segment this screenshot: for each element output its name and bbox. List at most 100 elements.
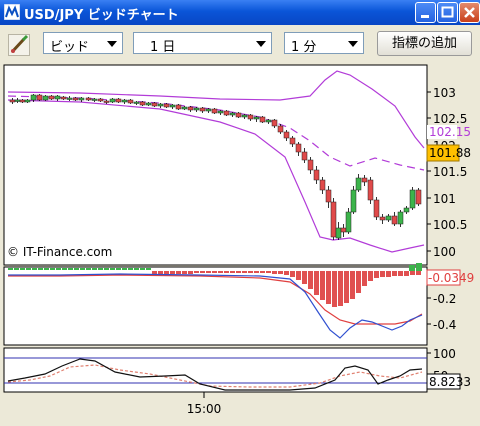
candle-body [397, 211, 404, 225]
candle-body [36, 94, 43, 101]
macd-histogram-bar [398, 271, 403, 276]
candle-body [247, 114, 254, 120]
macd-histogram-bar [320, 271, 325, 300]
macd-histogram-bar [170, 271, 175, 274]
candle-body [403, 207, 410, 213]
macd-histogram-bar [332, 271, 337, 307]
macd-histogram-bar [356, 271, 361, 293]
candle-body [60, 96, 67, 100]
macd-histogram-bar [212, 271, 217, 273]
y-axis-tick-label: 100 [433, 245, 456, 259]
candle-body [30, 94, 37, 101]
candle-body [217, 110, 224, 114]
macd-histogram-bar [344, 271, 349, 303]
candle-body [157, 103, 164, 107]
candle-body [335, 227, 342, 239]
upper-band-line [7, 70, 425, 149]
candle-body [223, 110, 230, 116]
macd-value-box [426, 269, 461, 286]
macd-histogram-bar [266, 271, 271, 273]
y-axis-tick-label: 103 [433, 86, 456, 100]
macd-histogram-bar [134, 268, 139, 270]
candle-body [241, 114, 248, 118]
candle-body [181, 106, 188, 110]
macd-histogram-bar [218, 271, 223, 273]
current-price-box [426, 144, 460, 162]
macd-histogram-bar [20, 268, 25, 270]
macd-histogram-bar [104, 268, 109, 270]
candle-body [169, 104, 176, 108]
candle-body [355, 177, 362, 191]
candle-body [127, 99, 134, 104]
minimize-button[interactable] [415, 2, 436, 23]
macd-polyline [8, 273, 423, 339]
chevron-down-icon [256, 41, 266, 47]
candle-body [193, 107, 200, 111]
upper-band-box [427, 125, 457, 139]
macd-histogram-bar [362, 271, 367, 286]
macd-histogram-bar [278, 271, 283, 274]
macd-histogram-bar [164, 271, 169, 274]
candle-body [72, 97, 79, 101]
candle-body [361, 177, 368, 183]
price-type-select[interactable]: ビッド [43, 32, 123, 55]
candle-body [97, 98, 104, 102]
candle-body [289, 137, 296, 145]
candle-body [379, 216, 386, 221]
macd-histogram-bar [368, 271, 373, 281]
candle-body [265, 119, 272, 123]
macd-histogram-bar [314, 271, 319, 295]
macd-line [8, 273, 423, 339]
candle-body [187, 106, 194, 111]
macd-histogram-bar [62, 268, 67, 270]
macd-histogram-bar [326, 271, 331, 304]
candle-body [340, 227, 347, 233]
candle-body [199, 107, 206, 112]
candle-body [121, 99, 128, 103]
close-button[interactable] [459, 2, 480, 23]
candle-body [373, 199, 380, 218]
candle-body [307, 159, 314, 171]
macd-histogram-bar [392, 271, 397, 276]
candle-body [295, 143, 302, 153]
lower-band-line [7, 99, 425, 253]
maximize-button[interactable] [437, 2, 458, 23]
add-indicator-button[interactable]: 指標の追加 [377, 31, 472, 56]
interval-select[interactable]: 1 分 [284, 32, 364, 55]
candle-body [91, 98, 98, 101]
candle-body [229, 112, 236, 116]
macd-histogram-bar [416, 263, 422, 271]
upper-band-label: 102.15 [429, 125, 471, 139]
period-select[interactable]: 1 日 [133, 32, 272, 55]
x-axis-label: 15:00 [187, 402, 222, 416]
y-axis-tick-label: 102.5 [433, 112, 467, 126]
candle-body [345, 211, 352, 233]
macd-histogram-bar [290, 271, 295, 277]
candle-body [19, 99, 26, 103]
oscillator-value-box [426, 373, 461, 390]
candle-body [325, 189, 332, 203]
candle-body [24, 99, 31, 103]
macd-y-axis: -0.2 -0.4 [427, 292, 456, 332]
macd-histogram-bar [68, 268, 73, 270]
macd-histogram-bar [176, 271, 181, 274]
candle-body [211, 108, 218, 114]
oscillator-line [7, 358, 423, 391]
oscillator-panel [3, 347, 428, 393]
close-icon [464, 7, 475, 18]
macd-histogram-bar [116, 268, 121, 270]
candle-body [367, 179, 374, 201]
candle-body [385, 215, 392, 221]
candle-body [133, 101, 140, 104]
macd-histogram-bar [14, 268, 19, 270]
minimize-icon [421, 15, 429, 18]
macd-histogram-bar [260, 271, 265, 273]
candle-body [235, 112, 242, 118]
candle-body [259, 116, 266, 123]
macd-histogram-bar [128, 268, 133, 270]
macd-histogram-bar [38, 268, 43, 270]
candle-body [145, 102, 152, 106]
y-axis-tick-label: 100.5 [433, 218, 467, 232]
drawing-tool-icon[interactable] [8, 34, 30, 56]
